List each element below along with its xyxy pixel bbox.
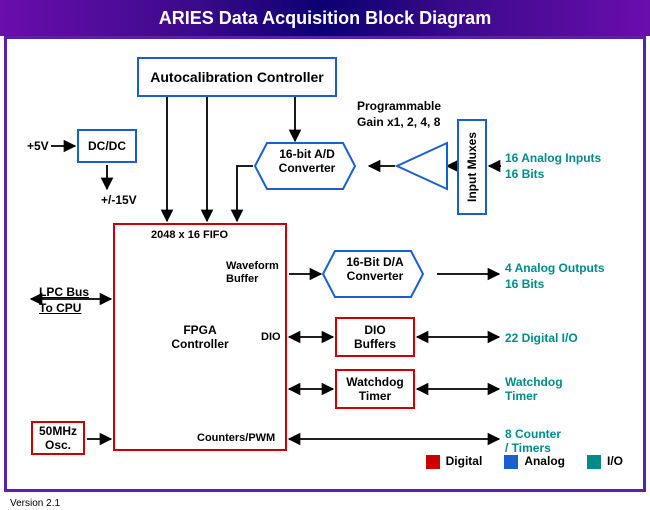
label-lpc2: To CPU bbox=[39, 301, 81, 315]
dac-label: 16-Bit D/A Converter bbox=[337, 255, 413, 283]
fpga-label: FPGA Controller bbox=[171, 323, 228, 351]
diagram-canvas: Autocalibration Controller DC/DC Input M… bbox=[4, 36, 646, 492]
label-wfbuf2: Buffer bbox=[226, 273, 258, 285]
autocal-label: Autocalibration Controller bbox=[150, 69, 323, 85]
label-plus5v: +5V bbox=[27, 139, 49, 153]
legend-analog: Analog bbox=[504, 454, 565, 469]
label-lpc1: LPC Bus bbox=[39, 285, 89, 299]
legend-io: I/O bbox=[587, 454, 623, 469]
title-bar: ARIES Data Acquisition Block Diagram bbox=[0, 0, 650, 36]
label-prog_gain2: Gain x1, 2, 4, 8 bbox=[357, 115, 440, 129]
label-dio_lbl: DIO bbox=[261, 331, 281, 343]
label-fifo: 2048 x 16 FIFO bbox=[151, 229, 228, 241]
osc-label: 50MHz Osc. bbox=[39, 424, 77, 452]
block-wdt: Watchdog Timer bbox=[335, 369, 415, 409]
legend-digital: Digital bbox=[426, 454, 483, 469]
label-prog_gain1: Programmable bbox=[357, 99, 441, 113]
label-wfbuf1: Waveform bbox=[226, 260, 279, 272]
block-autocal: Autocalibration Controller bbox=[137, 57, 337, 97]
version-label: Version 2.1 bbox=[10, 498, 60, 509]
label-wdt_o: Watchdog Timer bbox=[505, 375, 563, 403]
label-ain1: 16 Analog Inputs bbox=[505, 151, 601, 165]
title-text: ARIES Data Acquisition Block Diagram bbox=[159, 8, 491, 29]
block-osc: 50MHz Osc. bbox=[31, 421, 85, 455]
adc-label: 16-bit A/D Converter bbox=[269, 147, 345, 175]
legend: Digital Analog I/O bbox=[426, 454, 623, 469]
label-ain2: 16 Bits bbox=[505, 167, 544, 181]
diagram-frame: ARIES Data Acquisition Block Diagram bbox=[0, 0, 650, 510]
block-dcdc: DC/DC bbox=[77, 129, 137, 163]
label-pm15v: +/-15V bbox=[101, 193, 137, 207]
label-cpwm: Counters/PWM bbox=[197, 432, 275, 444]
label-ctr_o: 8 Counter / Timers bbox=[505, 427, 561, 455]
block-dio: DIO Buffers bbox=[335, 317, 415, 357]
muxes-label: Input Muxes bbox=[465, 132, 479, 202]
label-dio_o: 22 Digital I/O bbox=[505, 331, 578, 345]
wdt-label: Watchdog Timer bbox=[346, 375, 404, 403]
block-muxes: Input Muxes bbox=[457, 119, 487, 215]
label-aout1: 4 Analog Outputs bbox=[505, 261, 605, 275]
dcdc-label: DC/DC bbox=[88, 139, 126, 153]
dio-label: DIO Buffers bbox=[354, 323, 396, 351]
label-aout2: 16 Bits bbox=[505, 277, 544, 291]
